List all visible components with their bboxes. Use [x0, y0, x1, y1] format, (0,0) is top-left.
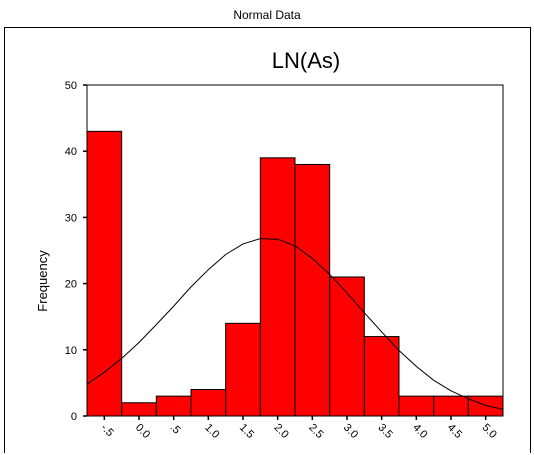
bar-5 [259, 157, 296, 417]
bar-11 [467, 395, 504, 417]
y-tick-label-40: 40 [65, 146, 77, 158]
bar-9 [398, 395, 435, 417]
bars-group [86, 130, 504, 417]
y-tick-label-0: 0 [71, 411, 77, 423]
x-tick-label-1: 0.0 [133, 422, 152, 441]
x-axis: -.5 0.0 .5 1.0 1.5 2.0 2.5 3.0 3.5 4.0 4.5 5.0 [98, 416, 499, 441]
y-axis: 0 10 20 30 40 50 [65, 80, 87, 423]
x-tick-label-7: 3.0 [341, 422, 360, 441]
chart-frame: LN(As) Frequency 0 10 20 30 40 50 -.5 0.0 .5 1.0… [4, 27, 531, 453]
bar-4 [225, 322, 261, 417]
histogram-chart: LN(As) Frequency 0 10 20 30 40 50 -.5 0.0 .5 1.0… [35, 48, 504, 441]
normal-curve-line [86, 238, 504, 410]
x-tick-label-9: 4.0 [410, 422, 429, 441]
y-tick-label-10: 10 [65, 345, 77, 357]
y-axis-label: Frequency [35, 250, 50, 312]
bar-8 [363, 336, 400, 417]
chart-title: LN(As) [272, 48, 340, 73]
bar-7 [329, 276, 365, 417]
bar-3 [190, 389, 227, 417]
plot-area-border [86, 84, 504, 417]
y-tick-label-20: 20 [65, 279, 77, 291]
x-tick-label-10: 4.5 [445, 422, 464, 441]
y-tick-label-30: 30 [65, 212, 77, 224]
bar-10 [433, 395, 469, 417]
bar-1 [121, 402, 157, 417]
x-tick-label-5: 2.0 [272, 422, 291, 441]
page-title: Normal Data [233, 8, 301, 22]
bar-0 [86, 130, 123, 417]
x-tick-label-3: 1.0 [202, 422, 221, 441]
x-tick-label-11: 5.0 [480, 422, 499, 441]
x-tick-label-2: .5 [168, 422, 183, 437]
x-tick-label-8: 3.5 [376, 422, 395, 441]
bar-6 [294, 163, 331, 417]
x-tick-label-4: 1.5 [237, 422, 256, 441]
y-tick-label-50: 50 [65, 80, 77, 92]
bar-2 [155, 395, 192, 417]
normal-curve-group [86, 238, 504, 410]
x-tick-label-6: 2.5 [306, 422, 325, 441]
x-tick-label-0: -.5 [98, 422, 116, 440]
